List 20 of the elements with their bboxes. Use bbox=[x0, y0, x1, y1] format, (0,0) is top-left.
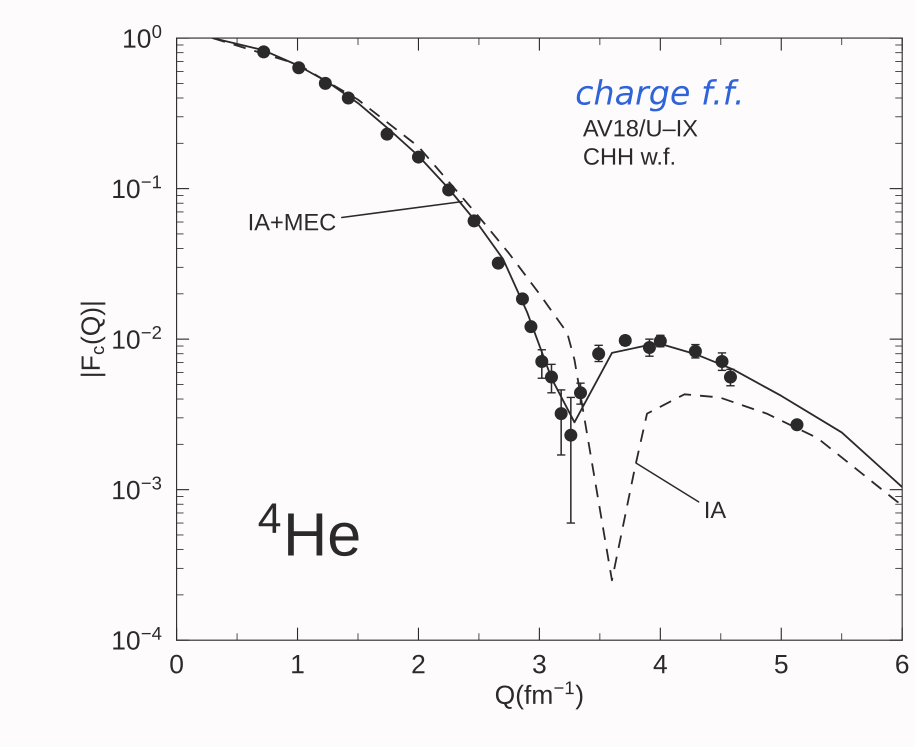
annotation: $^{4}$He bbox=[258, 503, 359, 556]
annotation: CHH w.f. bbox=[584, 148, 674, 165]
annotation: AV18/U–IX bbox=[582, 119, 698, 137]
y-tick-label: 10$^{−2}$ bbox=[113, 326, 161, 349]
y-tick-label: 10$^{−1}$ bbox=[113, 175, 162, 198]
y-tick-label: 10$^{−4}$ bbox=[113, 627, 162, 650]
x-tick-label: 5 bbox=[774, 655, 788, 674]
y-tick-label: 10$^{0}$ bbox=[124, 24, 162, 48]
x-tick-label: 1 bbox=[292, 655, 304, 674]
y-axis-title: |F$_{c}$(Q)| bbox=[80, 302, 106, 376]
x-tick-label: 3 bbox=[533, 654, 546, 674]
annotation: IA bbox=[706, 502, 726, 518]
x-axis-title: Q(fm$^{−1}$) bbox=[496, 681, 582, 710]
x-tick-label: 6 bbox=[896, 654, 908, 674]
x-tick-label: 0 bbox=[170, 654, 183, 674]
annotation: charge f.f. bbox=[576, 79, 740, 112]
x-tick-label: 4 bbox=[654, 655, 667, 674]
x-tick-label: 2 bbox=[412, 654, 424, 674]
y-tick-label: 10$^{−3}$ bbox=[113, 476, 162, 500]
annotation: IA+MEC bbox=[250, 214, 336, 230]
